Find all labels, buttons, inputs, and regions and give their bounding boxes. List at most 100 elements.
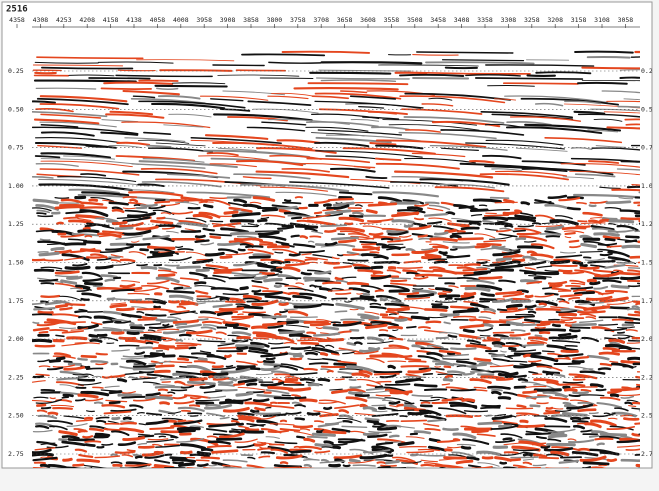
- reflector: [214, 272, 231, 273]
- reflector: [154, 302, 165, 304]
- reflector: [322, 304, 333, 305]
- reflector: [124, 330, 142, 331]
- reflector: [243, 312, 265, 313]
- reflector: [607, 202, 630, 203]
- reflector: [190, 405, 199, 406]
- reflector: [335, 379, 344, 380]
- reflector: [561, 319, 572, 320]
- reflector: [290, 254, 300, 255]
- reflector: [323, 210, 333, 211]
- reflector: [113, 222, 126, 223]
- reflector: [178, 421, 185, 422]
- reflector: [491, 198, 509, 199]
- reflector: [178, 267, 200, 268]
- reflector: [131, 200, 137, 202]
- reflector: [564, 272, 584, 273]
- reflector: [156, 226, 180, 227]
- reflector: [580, 252, 602, 253]
- reflector: [565, 390, 576, 391]
- reflector: [93, 387, 103, 388]
- reflector: [546, 294, 558, 295]
- reflector: [436, 302, 457, 303]
- top-tick-label: 3958: [196, 16, 212, 24]
- reflector: [210, 198, 228, 199]
- reflector: [308, 413, 319, 414]
- reflector: [606, 291, 627, 292]
- reflector: [475, 359, 490, 361]
- reflector: [252, 327, 266, 328]
- reflector: [190, 379, 206, 380]
- reflector: [355, 343, 362, 344]
- reflector: [332, 238, 358, 240]
- reflector: [92, 338, 98, 339]
- reflector: [97, 354, 108, 355]
- right-tick-label: 2.2: [641, 373, 653, 381]
- reflector: [426, 203, 439, 204]
- right-tick-label: 2.7: [641, 450, 653, 458]
- reflector: [451, 405, 476, 406]
- top-tick-label: 4308: [33, 16, 49, 24]
- reflector: [376, 387, 381, 388]
- reflector: [227, 325, 238, 326]
- reflector: [40, 280, 58, 281]
- reflector: [493, 343, 503, 345]
- reflector: [305, 280, 314, 281]
- reflector: [624, 419, 638, 420]
- reflector: [180, 464, 194, 465]
- reflector: [518, 426, 545, 427]
- reflector: [389, 366, 394, 367]
- reflector: [221, 298, 228, 299]
- reflector: [591, 283, 599, 284]
- reflector: [413, 55, 458, 56]
- reflector: [572, 387, 597, 388]
- reflector: [155, 307, 160, 308]
- reflector: [538, 324, 549, 325]
- reflector: [308, 359, 323, 360]
- reflector: [259, 232, 278, 234]
- reflector: [294, 356, 302, 357]
- reflector: [49, 413, 57, 414]
- reflector: [258, 361, 264, 362]
- reflector: [223, 294, 248, 295]
- right-tick-label: 1.2: [641, 220, 653, 228]
- reflector: [444, 322, 450, 323]
- reflector: [612, 395, 618, 396]
- reflector: [105, 429, 120, 430]
- reflector: [549, 435, 565, 436]
- reflector: [458, 221, 481, 222]
- reflector: [439, 294, 446, 295]
- top-tick-label: 3358: [477, 16, 493, 24]
- reflector: [189, 382, 215, 384]
- reflector: [412, 395, 432, 396]
- reflector: [292, 218, 301, 219]
- reflector: [492, 270, 513, 271]
- reflector: [501, 463, 506, 464]
- reflector: [146, 397, 171, 398]
- reflector: [415, 218, 423, 219]
- reflector: [87, 368, 103, 369]
- reflector: [221, 402, 242, 403]
- reflector: [462, 447, 470, 448]
- reflector: [278, 207, 297, 208]
- reflector: [551, 265, 577, 266]
- reflector: [492, 390, 502, 391]
- reflector: [419, 327, 430, 328]
- reflector: [626, 241, 636, 242]
- reflector: [188, 413, 201, 414]
- reflector: [528, 75, 555, 76]
- reflector: [526, 296, 532, 297]
- reflector: [398, 356, 412, 357]
- reflector: [202, 458, 219, 459]
- reflector: [504, 439, 512, 440]
- reflector: [178, 359, 187, 360]
- reflector: [570, 330, 579, 331]
- reflector: [121, 260, 134, 261]
- left-tick-label: 0.75: [8, 144, 24, 152]
- right-tick-label: 1.7: [641, 297, 653, 305]
- reflector: [444, 380, 451, 381]
- reflector: [578, 83, 627, 84]
- reflector: [451, 390, 476, 391]
- right-tick-label: 0.7: [641, 144, 653, 152]
- reflector: [68, 338, 86, 339]
- reflector: [409, 412, 428, 413]
